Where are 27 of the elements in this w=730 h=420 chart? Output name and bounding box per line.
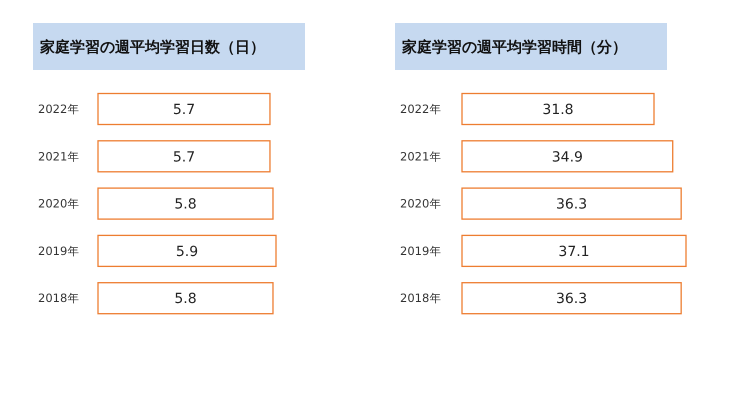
data-label: 36.3	[556, 291, 588, 308]
y-tick-label: 2021年	[400, 149, 442, 164]
data-label: 5.9	[176, 244, 198, 260]
y-tick-label: 2022年	[38, 102, 80, 116]
bar	[461, 92, 655, 126]
y-tick-label: 2019年	[400, 244, 442, 258]
y-tick-label: 2021年	[38, 149, 80, 164]
data-label: 36.3	[556, 196, 588, 213]
data-label: 5.8	[174, 291, 197, 308]
data-label: 5.8	[174, 196, 197, 213]
data-label: 37.1	[558, 244, 590, 260]
y-tick-label: 2020年	[400, 196, 442, 211]
bar	[461, 140, 674, 172]
data-label: 34.9	[552, 149, 583, 166]
y-tick-label: 2018年	[38, 291, 80, 306]
data-label: 31.8	[542, 102, 574, 118]
y-tick-label: 2020年	[38, 196, 80, 211]
chart-title: 家庭学習の週平均学習時間（分）	[401, 38, 627, 56]
data-label: 5.7	[172, 102, 196, 118]
bar	[461, 282, 682, 314]
bar	[461, 187, 682, 220]
bar	[461, 234, 687, 268]
data-label: 5.7	[172, 149, 196, 166]
chart-title: 家庭学習の週平均学習日数（日）	[39, 38, 265, 56]
y-tick-label: 2019年	[38, 244, 80, 258]
y-tick-label: 2022年	[400, 102, 442, 116]
y-tick-label: 2018年	[400, 291, 442, 306]
